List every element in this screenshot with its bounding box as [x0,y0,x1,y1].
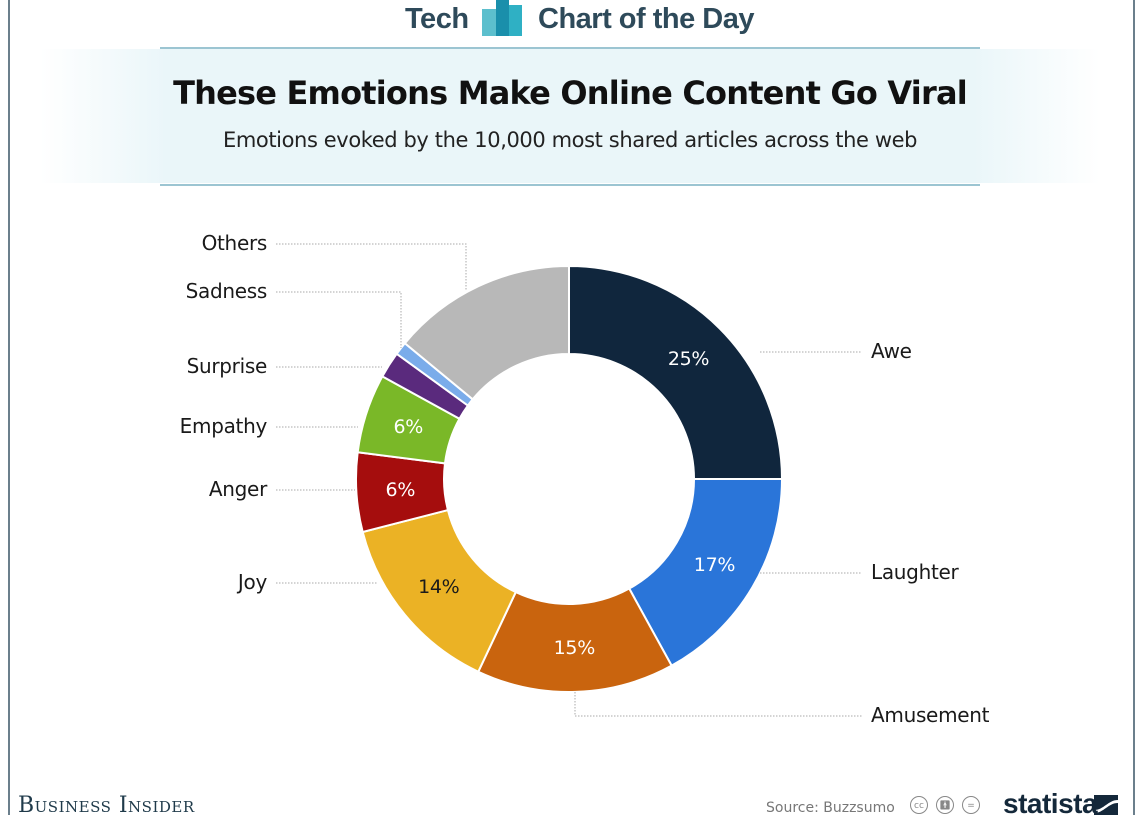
statista-logo: statista [1003,788,1098,819]
bar-chart-icon [482,0,524,38]
statista-mark-icon [1094,795,1118,815]
label-awe: Awe [871,339,912,363]
chart-title: These Emotions Make Online Content Go Vi… [173,74,968,112]
chart-subtitle: Emotions evoked by the 10,000 most share… [222,128,918,152]
value-label-amusement: 15% [553,636,596,659]
section-header: Tech Chart of the Day [0,0,1140,46]
value-label-joy: 14% [418,575,460,598]
cc-icon: cc [910,796,928,814]
donut-slice-others [403,264,570,401]
value-label-anger: 6% [385,478,416,501]
value-label-laughter: 17% [693,554,736,577]
frame-border-right [1133,0,1135,815]
header-divider-top [160,47,980,49]
title-band [40,49,1100,183]
label-amusement: Amusement [871,703,990,727]
leader-line [276,291,402,348]
attribution-icon: 🚹︎ [936,796,954,814]
header-divider-bottom [160,184,980,186]
label-empathy: Empathy [179,414,268,438]
label-others: Others [201,231,268,255]
donut-slice-awe [568,264,784,480]
series-label: Chart of the Day [538,3,754,35]
label-surprise: Surprise [186,354,268,378]
label-sadness: Sadness [185,279,268,303]
label-joy: Joy [237,570,267,594]
source-note: Source: Buzzsumo [766,800,895,816]
frame-border-left [8,0,10,815]
value-label-awe: 25% [667,348,710,371]
section-label: Tech [405,3,469,35]
business-insider-logo: Business Insider [18,793,195,818]
no-derivatives-icon: = [962,796,980,814]
leader-line [574,692,862,717]
label-laughter: Laughter [871,560,959,584]
leader-line [276,243,467,290]
value-label-empathy: 6% [393,415,424,438]
label-anger: Anger [208,477,267,501]
